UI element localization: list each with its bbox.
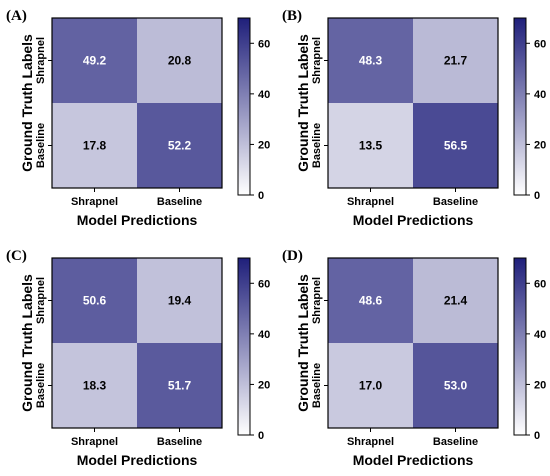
- heatmap-cell: [137, 18, 222, 103]
- x-axis-title: Model Predictions: [77, 452, 198, 468]
- y-tick-label: Baseline: [311, 363, 323, 408]
- heatmap-cell: [137, 258, 222, 343]
- heatmap-cell: [413, 343, 498, 428]
- y-tick-label: Baseline: [311, 123, 323, 168]
- heatmap-panel-d: (D) 48.6 21.4 17.0 53.0 Shrapnel Baseline Shrap…: [282, 248, 546, 468]
- y-tick-label: Baseline: [35, 363, 47, 408]
- y-tick-label: Shrapnel: [311, 277, 323, 324]
- heatmap-cell: [52, 103, 137, 188]
- heatmap-cell: [328, 103, 413, 188]
- heatmap-frame: [51, 257, 223, 429]
- colorbar-tick-label: 60: [258, 38, 270, 50]
- heatmap-cell: [328, 18, 413, 103]
- heatmap-panel-c: (C) 50.6 19.4 18.3 51.7 Shrapnel Baseline Shrap…: [6, 248, 270, 468]
- x-tick-label: Baseline: [433, 196, 478, 208]
- heatmap-cell: [413, 103, 498, 188]
- heatmap-cell: [137, 103, 222, 188]
- cell-value-label: 48.6: [359, 294, 383, 308]
- heatmap-panel-a: (A) 49.2 20.8 17.8 52.2 Shrapnel Baseline Shrap…: [6, 8, 270, 228]
- y-axis-title: Ground Truth Labels: [19, 34, 35, 172]
- cell-value-label: 18.3: [83, 379, 107, 393]
- heatmap-cell: [52, 258, 137, 343]
- cell-value-label: 52.2: [168, 139, 192, 153]
- x-tick-label: Shrapnel: [71, 196, 118, 208]
- colorbar-tick-label: 60: [258, 278, 270, 290]
- panel-label: (A): [6, 8, 27, 24]
- heatmap-frame: [327, 257, 499, 429]
- colorbar-tick-label: 40: [534, 89, 546, 101]
- cell-value-label: 53.0: [444, 379, 468, 393]
- colorbar-tick-label: 20: [258, 139, 270, 151]
- x-tick-label: Baseline: [433, 436, 478, 448]
- cell-value-label: 17.8: [83, 139, 107, 153]
- cell-value-label: 17.0: [359, 379, 383, 393]
- heatmap-frame: [327, 17, 499, 189]
- x-tick-label: Shrapnel: [71, 436, 118, 448]
- cell-value-label: 21.4: [444, 294, 468, 308]
- x-axis-title: Model Predictions: [353, 452, 474, 468]
- colorbar-tick-label: 0: [258, 430, 264, 442]
- heatmap-frame: [51, 17, 223, 189]
- cell-value-label: 50.6: [83, 294, 107, 308]
- x-tick-label: Shrapnel: [347, 196, 394, 208]
- x-axis-title: Model Predictions: [77, 212, 198, 228]
- heatmap-cell: [328, 343, 413, 428]
- colorbar-tick-label: 20: [534, 379, 546, 391]
- colorbar-tick-label: 40: [534, 329, 546, 341]
- x-tick-label: Baseline: [157, 196, 202, 208]
- y-tick-label: Shrapnel: [35, 37, 47, 84]
- colorbar-tick-label: 0: [534, 430, 540, 442]
- panel-label: (B): [282, 8, 302, 24]
- cell-value-label: 13.5: [359, 139, 383, 153]
- colorbar: [513, 257, 527, 436]
- heatmap-cell: [413, 258, 498, 343]
- cell-value-label: 20.8: [168, 54, 192, 68]
- colorbar-tick-label: 40: [258, 329, 270, 341]
- colorbar-tick-label: 60: [534, 278, 546, 290]
- heatmap-cell: [137, 343, 222, 428]
- y-tick-label: Shrapnel: [35, 277, 47, 324]
- colorbar-tick-label: 0: [258, 190, 264, 202]
- heatmap-cell: [52, 343, 137, 428]
- heatmap-cell: [413, 18, 498, 103]
- x-tick-label: Shrapnel: [347, 436, 394, 448]
- heatmap-cell: [52, 18, 137, 103]
- colorbar: [237, 257, 251, 436]
- x-axis-title: Model Predictions: [353, 212, 474, 228]
- y-axis-title: Ground Truth Labels: [295, 34, 311, 172]
- colorbar: [513, 17, 527, 196]
- cell-value-label: 48.3: [359, 54, 383, 68]
- y-tick-label: Baseline: [35, 123, 47, 168]
- y-axis-title: Ground Truth Labels: [19, 274, 35, 412]
- colorbar-tick-label: 40: [258, 89, 270, 101]
- x-tick-label: Baseline: [157, 436, 202, 448]
- heatmap-cell: [328, 258, 413, 343]
- heatmap-panel-b: (B) 48.3 21.7 13.5 56.5 Shrapnel Baseline Shrap…: [282, 8, 546, 228]
- cell-value-label: 51.7: [168, 379, 192, 393]
- y-axis-title: Ground Truth Labels: [295, 274, 311, 412]
- colorbar-tick-label: 60: [534, 38, 546, 50]
- colorbar-tick-label: 20: [258, 379, 270, 391]
- cell-value-label: 21.7: [444, 54, 468, 68]
- colorbar-tick-label: 20: [534, 139, 546, 151]
- colorbar: [237, 17, 251, 196]
- panel-label: (D): [282, 248, 303, 264]
- y-tick-label: Shrapnel: [311, 37, 323, 84]
- panel-label: (C): [6, 248, 27, 264]
- cell-value-label: 19.4: [168, 294, 192, 308]
- cell-value-label: 56.5: [444, 139, 468, 153]
- cell-value-label: 49.2: [83, 54, 107, 68]
- colorbar-tick-label: 0: [534, 190, 540, 202]
